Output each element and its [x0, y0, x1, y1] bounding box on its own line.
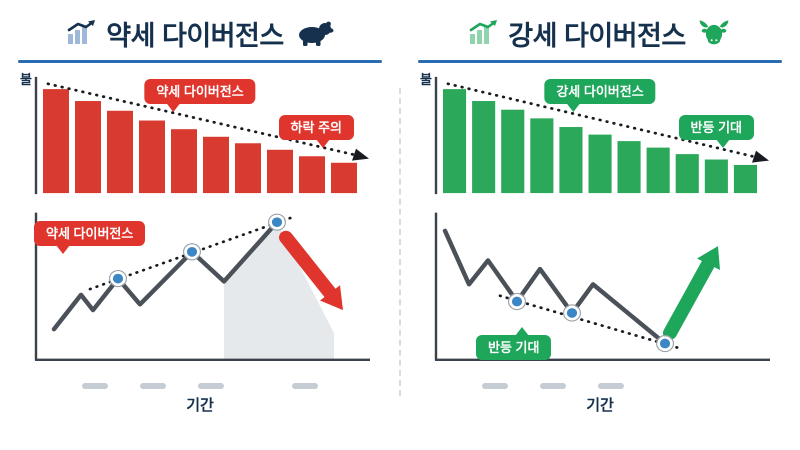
x-axis-ticks: [420, 383, 780, 389]
x-axis-ticks: [20, 383, 380, 389]
bearish-line-chart-svg: [34, 212, 370, 361]
axis-tick-dash: [292, 383, 318, 389]
rebound-expected-badge: 반등 기대: [678, 115, 754, 148]
axis-tick-dash: [482, 383, 508, 389]
bearish-line-badge: 약세 다이버전스: [34, 221, 146, 254]
bullish-line-chart-svg: [434, 212, 770, 361]
bear-icon: [294, 19, 334, 47]
y-axis-label: 불: [20, 72, 32, 87]
y-axis-label: 불: [420, 72, 432, 87]
x-axis-label: 기간: [586, 397, 614, 414]
header-underline: [418, 60, 782, 63]
bull-icon: [696, 19, 732, 47]
decline-warning-badge: 하락 주의: [278, 115, 354, 148]
bearish-header: 약세 다이버전스: [0, 10, 400, 56]
panel-divider: [399, 88, 401, 396]
axis-tick-dash: [540, 383, 566, 389]
bar-chart-up-icon: [468, 20, 498, 46]
bearish-bar-chart-svg: [34, 76, 369, 195]
axis-tick-dash: [598, 383, 624, 389]
bullish-line-badge: 반등 기대: [476, 327, 552, 360]
header-underline: [18, 60, 382, 63]
bullish-line-chart: 반등 기대: [420, 205, 780, 377]
bearish-divergence-badge: 약세 다이버전스: [144, 79, 256, 112]
bar-chart-up-icon: [66, 20, 96, 46]
axis-tick-dash: [140, 383, 166, 389]
bullish-divergence-badge: 강세 다이버전스: [544, 79, 656, 112]
bullish-bar-chart: 불 강세 다이버전스 반등 기대: [420, 71, 780, 199]
bearish-line-chart: 약세 다이버전스: [20, 205, 380, 377]
bullish-header: 강세 다이버전스: [400, 10, 800, 56]
panel-title: 약세 다이버전스: [106, 20, 284, 51]
bearish-bar-chart: 불 약세 다이버전스 하락 주의: [20, 71, 380, 199]
x-axis-label: 기간: [186, 397, 214, 414]
axis-tick-dash: [198, 383, 224, 389]
axis-tick-dash: [82, 383, 108, 389]
bearish-panel: 약세 다이버전스 불 약세 다이버전스 하락 주의: [0, 10, 400, 414]
bullish-panel: 강세 다이버전스 불: [400, 0, 800, 450]
panel-title: 강세 다이버전스: [508, 20, 686, 51]
bullish-bar-chart-svg: [434, 76, 769, 195]
